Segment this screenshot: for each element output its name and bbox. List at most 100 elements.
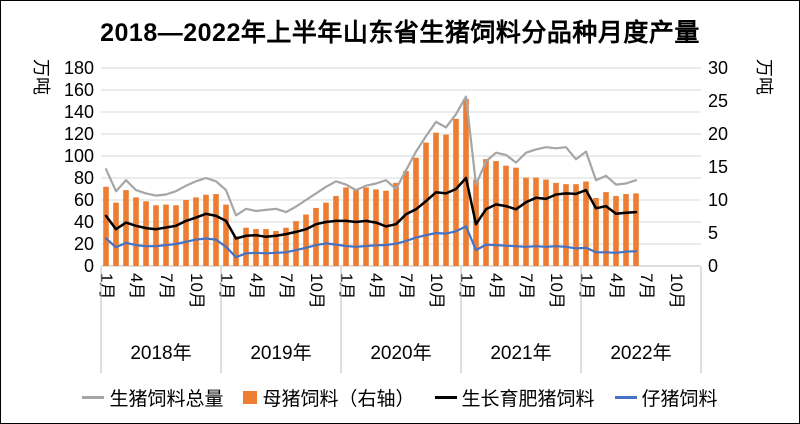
bar-母猪饲料（右轴）: [143, 201, 149, 266]
bar-母猪饲料（右轴）: [493, 161, 499, 266]
month-tick-label: 1月: [457, 273, 476, 299]
legend-label-0: 生猪饲料总量: [109, 389, 224, 410]
legend-label-1: 母猪饲料（右轴）: [262, 389, 415, 410]
legend-item-1: 母猪饲料（右轴）: [243, 384, 415, 411]
bar-母猪饲料（右轴）: [173, 205, 179, 266]
bar-母猪饲料（右轴）: [133, 197, 139, 266]
month-tick-label: 10月: [667, 273, 686, 309]
left-axis-tick: 180: [64, 58, 94, 78]
legend-line-marker-2: [434, 396, 457, 399]
month-tick-label: 10月: [547, 273, 566, 309]
right-axis-tick: 15: [708, 157, 728, 177]
bar-母猪饲料（右轴）: [303, 214, 309, 266]
year-label: 2018年: [130, 342, 191, 364]
legend-label-3: 仔猪饲料: [641, 389, 718, 410]
bar-母猪饲料（右轴）: [153, 205, 159, 266]
left-axis-tick: 100: [64, 146, 94, 166]
bar-母猪饲料（右轴）: [213, 194, 219, 266]
year-label: 2019年: [250, 342, 311, 364]
bar-母猪饲料（右轴）: [343, 187, 349, 266]
bar-母猪饲料（右轴）: [583, 181, 589, 266]
month-tick-label: 4月: [247, 273, 266, 299]
left-axis-unit-label: 万吨: [31, 59, 51, 95]
bar-母猪饲料（右轴）: [403, 170, 409, 266]
bar-母猪饲料（右轴）: [613, 196, 619, 266]
left-axis-tick: 0: [84, 256, 94, 276]
bar-母猪饲料（右轴）: [323, 202, 329, 266]
month-tick-label: 7月: [637, 273, 656, 299]
bar-母猪饲料（右轴）: [573, 184, 579, 266]
month-tick-label: 1月: [217, 273, 236, 299]
month-tick-label: 7月: [277, 273, 296, 299]
month-tick-label: 10月: [427, 273, 446, 309]
legend-line-marker-0: [82, 396, 105, 399]
legend-line-marker-3: [614, 396, 637, 399]
bar-母猪饲料（右轴）: [533, 177, 539, 266]
right-axis-tick: 20: [708, 124, 728, 144]
month-tick-label: 4月: [607, 273, 626, 299]
month-tick-label: 7月: [157, 273, 176, 299]
bar-母猪饲料（右轴）: [453, 118, 459, 266]
legend-label-2: 生长育肥猪饲料: [461, 389, 595, 410]
left-axis-tick: 80: [74, 168, 94, 188]
right-axis-tick: 25: [708, 91, 728, 111]
year-label: 2021年: [490, 342, 551, 364]
bar-母猪饲料（右轴）: [253, 229, 259, 266]
month-tick-label: 1月: [337, 273, 356, 299]
bar-母猪饲料（右轴）: [383, 190, 389, 266]
chart-legend: 生猪饲料总量 母猪饲料（右轴） 生长育肥猪饲料 仔猪饲料: [1, 384, 799, 411]
year-label: 2020年: [370, 342, 431, 364]
bar-母猪饲料（右轴）: [243, 227, 249, 266]
bar-母猪饲料（右轴）: [633, 193, 639, 266]
right-axis-unit-label: 万吨: [754, 59, 774, 95]
bar-母猪饲料（右轴）: [313, 207, 319, 266]
line-生猪饲料总量: [104, 95, 638, 217]
month-tick-label: 1月: [97, 273, 116, 299]
legend-item-3: 仔猪饲料: [614, 384, 718, 411]
bar-母猪饲料（右轴）: [193, 197, 199, 266]
bar-母猪饲料（右轴）: [593, 198, 599, 266]
bar-母猪饲料（右轴）: [273, 231, 279, 266]
bar-母猪饲料（右轴）: [553, 182, 559, 266]
month-tick-label: 4月: [127, 273, 146, 299]
chart-title: 2018—2022年上半年山东省生猪饲料分品种月度产量: [100, 19, 700, 47]
year-label: 2022年: [610, 342, 671, 364]
month-tick-label: 4月: [367, 273, 386, 299]
bar-母猪饲料（右轴）: [233, 236, 239, 266]
bar-母猪饲料（右轴）: [543, 179, 549, 266]
bar-母猪饲料（右轴）: [483, 159, 489, 266]
bar-母猪饲料（右轴）: [263, 229, 269, 266]
bar-母猪饲料（右轴）: [413, 157, 419, 266]
bar-母猪饲料（右轴）: [103, 186, 109, 266]
month-tick-label: 4月: [487, 273, 506, 299]
month-tick-label: 10月: [187, 273, 206, 309]
right-axis-tick: 10: [708, 190, 728, 210]
bar-母猪饲料（右轴）: [523, 177, 529, 266]
bar-母猪饲料（右轴）: [513, 167, 519, 266]
bar-母猪饲料（右轴）: [123, 190, 129, 266]
left-axis-tick: 120: [64, 124, 94, 144]
bar-母猪饲料（右轴）: [183, 200, 189, 266]
bar-母猪饲料（右轴）: [603, 192, 609, 266]
bar-母猪饲料（右轴）: [423, 142, 429, 266]
bar-母猪饲料（右轴）: [113, 202, 119, 266]
left-axis-tick: 160: [64, 80, 94, 100]
bar-母猪饲料（右轴）: [203, 194, 209, 266]
month-tick-label: 7月: [397, 273, 416, 299]
line-仔猪饲料: [104, 225, 638, 259]
month-tick-label: 10月: [307, 273, 326, 309]
left-axis-tick: 140: [64, 102, 94, 122]
left-axis-tick: 40: [74, 212, 94, 232]
legend-item-2: 生长育肥猪饲料: [434, 384, 595, 411]
left-axis-tick: 20: [74, 234, 94, 254]
left-axis-tick: 60: [74, 190, 94, 210]
right-axis-tick: 30: [708, 58, 728, 78]
bar-母猪饲料（右轴）: [623, 194, 629, 266]
legend-item-0: 生猪饲料总量: [82, 384, 223, 411]
bar-母猪饲料（右轴）: [353, 189, 359, 266]
bar-母猪饲料（右轴）: [223, 204, 229, 266]
bar-母猪饲料（右轴）: [443, 134, 449, 266]
bar-母猪饲料（右轴）: [503, 165, 509, 266]
bar-母猪饲料（右轴）: [433, 132, 439, 266]
